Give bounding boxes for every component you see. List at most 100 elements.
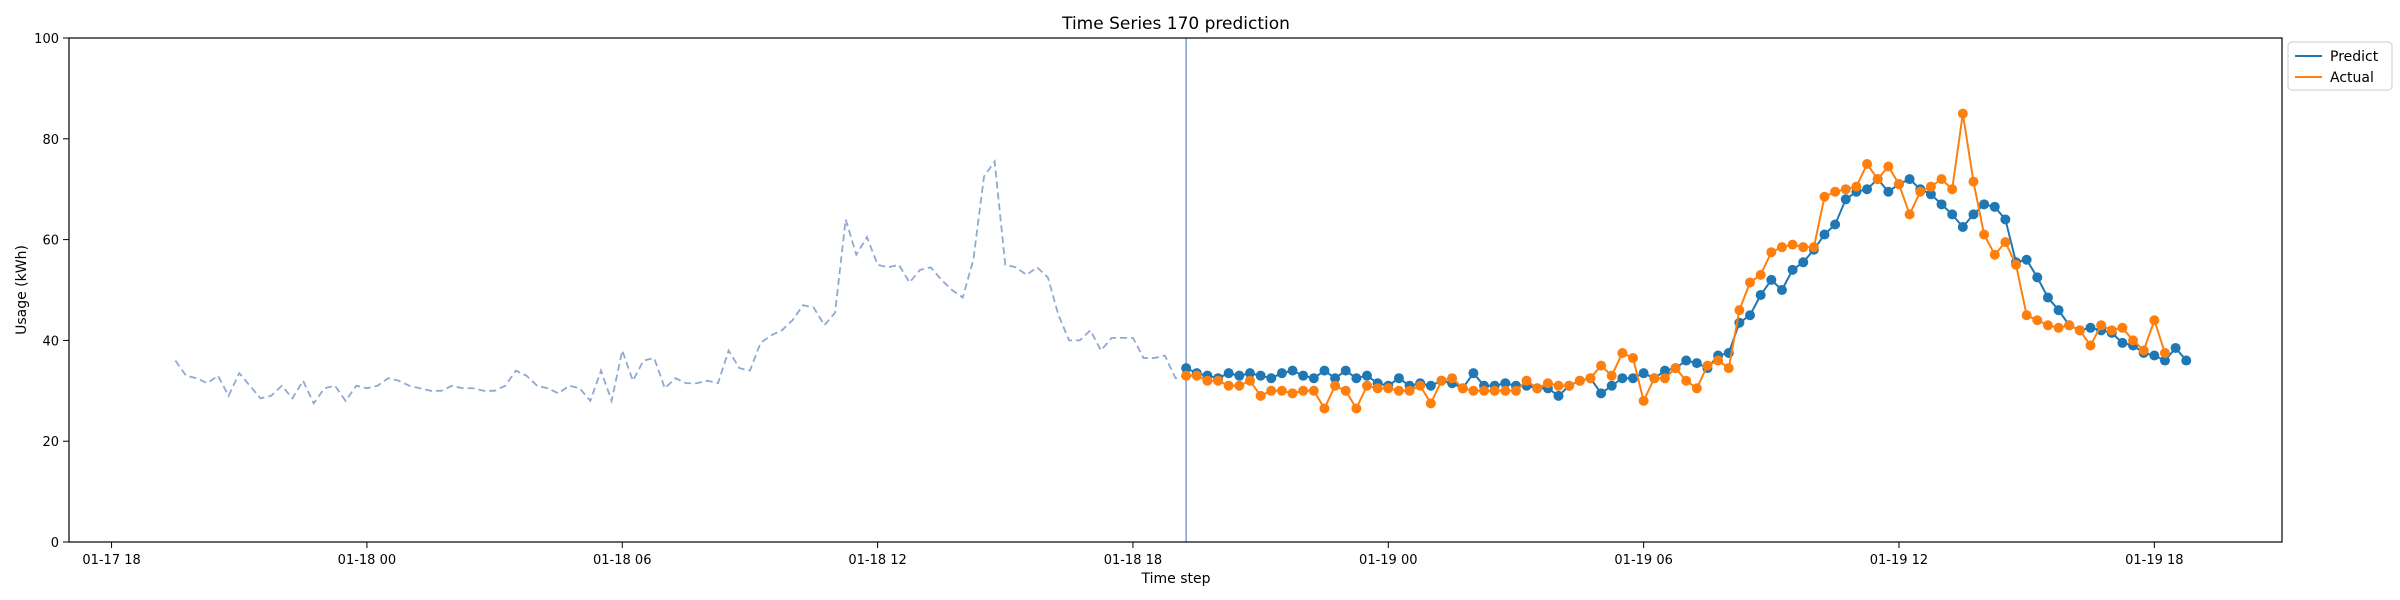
chart-title: Time Series 170 prediction bbox=[1061, 14, 1290, 34]
data-point-actual bbox=[1649, 373, 1660, 384]
data-point-actual bbox=[1883, 161, 1894, 172]
data-point-predict bbox=[1319, 365, 1330, 376]
data-point-predict bbox=[1553, 390, 1564, 401]
data-point-actual bbox=[1319, 403, 1330, 414]
data-point-actual bbox=[2159, 348, 2170, 358]
data-point-predict bbox=[1787, 264, 1798, 275]
data-point-predict bbox=[1255, 370, 1266, 381]
data-point-actual bbox=[1713, 355, 1724, 366]
data-point-actual bbox=[1223, 380, 1234, 391]
data-point-actual bbox=[1510, 385, 1521, 396]
y-axis-title: Usage (kWh) bbox=[14, 245, 30, 335]
data-point-predict bbox=[1223, 368, 1234, 379]
data-point-actual bbox=[1893, 179, 1904, 190]
data-point-predict bbox=[1968, 209, 1979, 220]
data-point-actual bbox=[2149, 315, 2160, 326]
data-point-actual bbox=[1723, 363, 1734, 374]
data-point-predict bbox=[2021, 254, 2032, 265]
data-point-actual bbox=[2128, 335, 2139, 346]
y-tick-label: 0 bbox=[51, 536, 59, 551]
data-point-actual bbox=[1702, 360, 1713, 371]
data-point-actual bbox=[1681, 375, 1692, 386]
data-point-actual bbox=[1255, 390, 1266, 401]
data-point-predict bbox=[1298, 370, 1309, 381]
data-point-actual bbox=[2011, 259, 2022, 270]
data-point-predict bbox=[1266, 373, 1277, 384]
legend-label-actual: Actual bbox=[2330, 70, 2374, 86]
data-point-actual bbox=[1606, 370, 1617, 381]
data-point-actual bbox=[1617, 348, 1628, 358]
x-tick-label: 01-17 18 bbox=[82, 553, 140, 568]
data-point-predict bbox=[1181, 363, 1192, 374]
x-tick-label: 01-19 00 bbox=[1359, 553, 1417, 568]
data-point-actual bbox=[2021, 310, 2032, 321]
data-point-predict bbox=[1957, 222, 1968, 232]
data-point-actual bbox=[1425, 398, 1436, 409]
data-point-actual bbox=[1457, 383, 1468, 394]
data-point-predict bbox=[2149, 350, 2160, 361]
data-point-actual bbox=[1851, 181, 1862, 192]
data-point-predict bbox=[2085, 322, 2096, 333]
data-point-predict bbox=[1766, 274, 1777, 285]
data-point-actual bbox=[1766, 247, 1777, 258]
data-point-actual bbox=[1404, 385, 1415, 396]
data-point-predict bbox=[1936, 199, 1947, 210]
data-point-actual bbox=[2042, 320, 2053, 331]
data-point-actual bbox=[1979, 229, 1990, 240]
data-point-predict bbox=[1330, 373, 1341, 384]
data-point-actual bbox=[1989, 249, 2000, 260]
data-point-actual bbox=[1287, 388, 1298, 399]
data-point-actual bbox=[2000, 237, 2011, 248]
data-point-actual bbox=[2117, 322, 2128, 333]
data-point-actual bbox=[1298, 385, 1309, 396]
data-point-actual bbox=[1659, 373, 1670, 384]
data-point-actual bbox=[1734, 305, 1745, 316]
data-point-actual bbox=[1202, 375, 1213, 386]
data-point-predict bbox=[1425, 380, 1436, 391]
data-point-predict bbox=[2170, 342, 2181, 353]
data-point-predict bbox=[1287, 365, 1298, 376]
data-point-actual bbox=[1798, 242, 1809, 253]
data-point-actual bbox=[1596, 360, 1607, 371]
data-point-predict bbox=[1468, 368, 1479, 379]
data-point-predict bbox=[1862, 184, 1873, 195]
data-point-predict bbox=[1745, 310, 1756, 321]
data-point-actual bbox=[1500, 385, 1511, 396]
data-point-predict bbox=[1691, 358, 1702, 369]
data-point-actual bbox=[1330, 380, 1341, 391]
data-point-predict bbox=[1244, 368, 1255, 379]
data-point-predict bbox=[1840, 194, 1851, 205]
x-tick-label: 01-19 12 bbox=[1870, 553, 1928, 568]
y-tick-label: 80 bbox=[42, 133, 59, 148]
x-tick-label: 01-18 06 bbox=[593, 553, 651, 568]
data-point-predict bbox=[1500, 378, 1511, 389]
data-point-predict bbox=[1830, 219, 1841, 230]
data-point-actual bbox=[1372, 383, 1383, 394]
data-point-actual bbox=[1276, 385, 1287, 396]
data-point-actual bbox=[1957, 108, 1968, 119]
data-point-actual bbox=[1755, 269, 1766, 280]
data-point-actual bbox=[1819, 191, 1830, 202]
x-tick-label: 01-18 12 bbox=[848, 553, 906, 568]
x-axis-title: Time step bbox=[1141, 571, 1211, 587]
y-tick-label: 20 bbox=[42, 435, 59, 450]
data-point-actual bbox=[1351, 403, 1362, 414]
data-point-predict bbox=[2032, 272, 2043, 283]
x-tick-label: 01-19 18 bbox=[2125, 553, 2183, 568]
data-point-predict bbox=[1681, 355, 1692, 366]
data-point-predict bbox=[1819, 229, 1830, 240]
history-line bbox=[174, 158, 1197, 406]
data-point-predict bbox=[2000, 214, 2011, 225]
data-point-actual bbox=[1213, 375, 1224, 386]
data-point-actual bbox=[1947, 184, 1958, 195]
data-point-predict bbox=[1276, 368, 1287, 379]
data-point-actual bbox=[1244, 375, 1255, 386]
y-tick-label: 100 bbox=[34, 32, 59, 47]
data-point-predict bbox=[1883, 186, 1894, 197]
data-point-predict bbox=[2053, 305, 2064, 316]
data-point-actual bbox=[1968, 176, 1979, 187]
data-point-predict bbox=[1904, 174, 1915, 185]
data-point-actual bbox=[2064, 320, 2075, 331]
data-point-predict bbox=[1606, 380, 1617, 391]
